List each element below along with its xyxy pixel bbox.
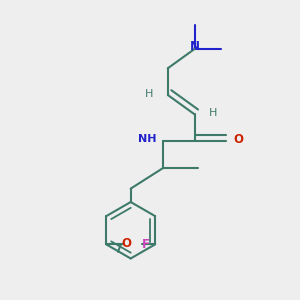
Text: H: H xyxy=(145,88,154,98)
Text: F: F xyxy=(142,238,149,251)
Text: O: O xyxy=(233,133,243,146)
Text: N: N xyxy=(190,40,200,53)
Text: NH: NH xyxy=(138,134,156,144)
Text: O: O xyxy=(121,237,131,250)
Text: H: H xyxy=(209,108,217,118)
